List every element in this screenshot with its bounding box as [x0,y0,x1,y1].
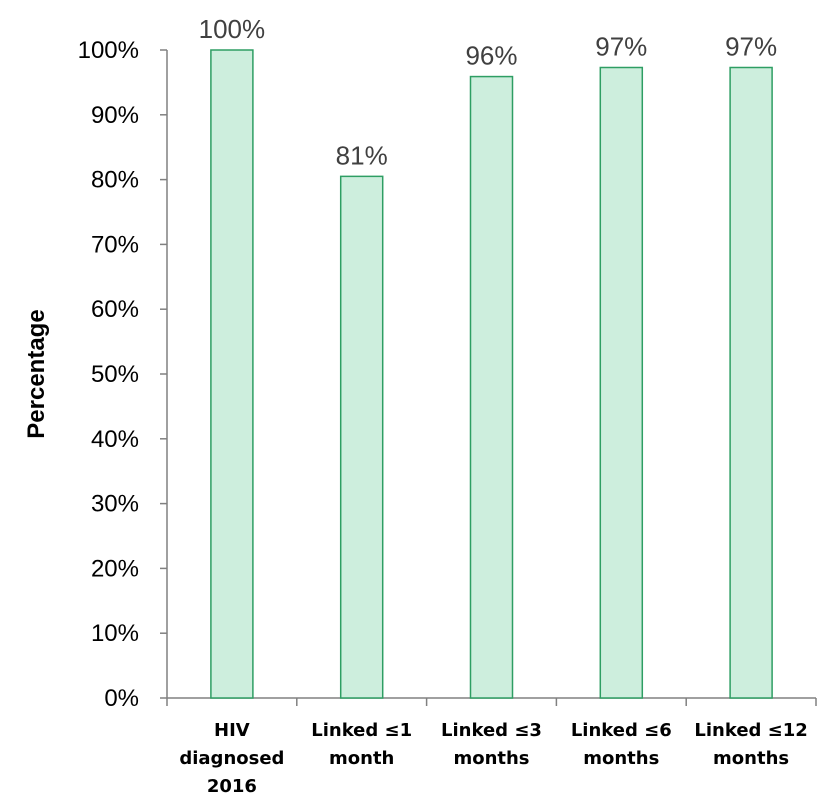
bar-value-label: 81% [336,140,388,170]
y-tick-label: 10% [91,620,139,647]
bar [339,175,384,699]
y-tick-label: 60% [91,296,139,323]
bar [729,66,773,699]
y-tick-label: 100% [78,37,139,64]
bar [599,66,644,699]
x-category-label: Linked ≤6 months [571,720,672,769]
x-category-label: HIV diagnosed 2016 [179,720,284,797]
y-tick-label: 70% [91,231,139,258]
bar-value-label: 97% [725,31,777,61]
y-axis-title: Percentage [23,309,50,438]
data-labels: 100% 81% 96% 97% 97% [199,14,777,170]
y-tick-label: 90% [91,102,139,129]
bar-value-label: 97% [595,31,647,61]
y-tick-label: 80% [91,167,139,194]
x-category-label: Linked ≤12 months [694,720,807,769]
y-tick-label: 50% [91,361,139,388]
bar-value-label: 100% [199,14,266,44]
x-axis: HIV diagnosed 2016 Linked ≤1 month Linked ≤3 m… [166,697,817,797]
y-tick-label: 0% [104,685,139,712]
y-tick-label: 30% [91,491,139,518]
y-tick-label: 40% [91,426,139,453]
bar [210,49,254,699]
y-tick-label: 20% [91,555,139,582]
bar [469,75,514,699]
bars [210,49,773,699]
x-category-label: Linked ≤3 months [441,720,542,769]
x-category-label: Linked ≤1 month [311,720,412,769]
y-axis: 0% 10% 20% 30% 40% 50% 60% 70% 80% 90% 100% [78,37,168,712]
bar-value-label: 96% [465,41,517,71]
